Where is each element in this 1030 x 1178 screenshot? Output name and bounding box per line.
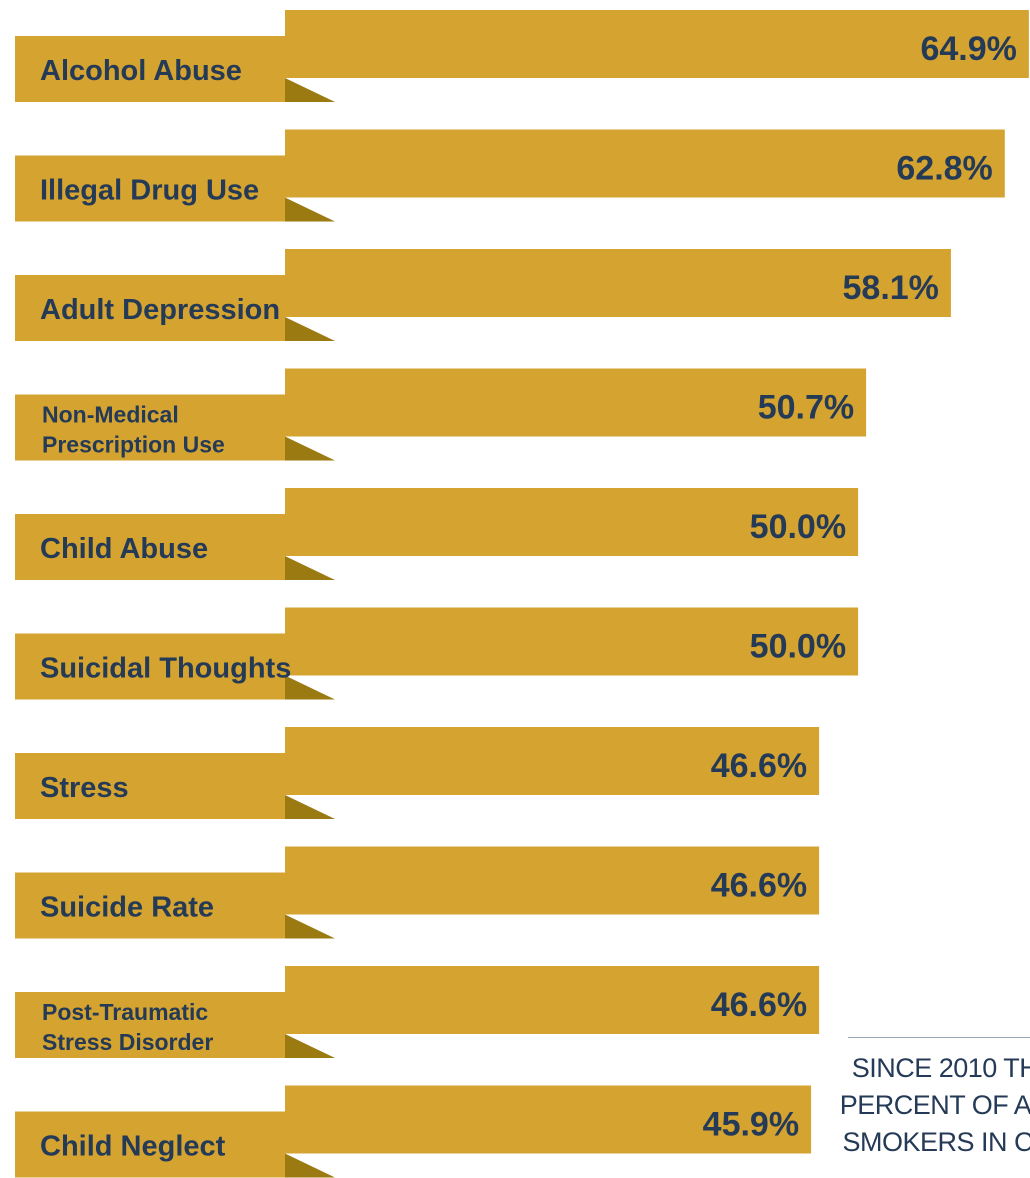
bar-row: Non-Medical Prescription Use 50.7% [15,368,867,461]
bar-value-label: 50.0% [750,508,846,546]
bar-value-label: 50.0% [750,628,846,666]
bar [285,607,859,676]
bar [285,727,820,795]
bar-fold [285,78,335,102]
bar-label-tab [15,275,285,341]
bar-value-label: 46.6% [711,986,807,1024]
bar-label: Stress Disorder [42,1029,213,1055]
bar [285,488,859,556]
bar-label: Non-Medical [42,402,179,428]
bar-value-label: 46.6% [711,867,807,905]
bar [285,129,1005,198]
bar-label: Adult Depression [40,294,280,326]
bar-label-tab [15,36,285,102]
annotation-divider [848,1037,1030,1038]
bar-fold [285,795,335,819]
annotation-line-2: PERCENT OF AD [839,1090,1030,1120]
bar [285,10,1029,78]
bar-label: Prescription Use [42,432,225,458]
bar-row: Illegal Drug Use 62.8% [15,129,1005,222]
bar-label-tab [15,1111,285,1178]
bar-label: Post-Traumatic [42,999,208,1025]
bar-value-label: 45.9% [703,1106,799,1144]
bar-label: Alcohol Abuse [40,55,242,87]
bar-label-tab [15,753,285,819]
bar-label: Child Neglect [40,1131,226,1163]
bar-label-tab [15,394,285,461]
bar-row: Child Abuse 50.0% [15,488,859,580]
bar-label: Stress [40,772,129,804]
bars-group: Alcohol Abuse 64.9% Illegal Drug Use 62.8% A… [15,10,1029,1178]
bar [285,249,951,317]
annotation-text: SINCE 2010 TH PERCENT OF AD SMOKERS IN C… [800,1050,1030,1161]
bar-label: Child Abuse [40,533,208,565]
bar-label-tab [15,633,285,700]
bar-fold [285,556,335,580]
bar-row: Child Neglect 45.9% [15,1085,812,1178]
bar-fold [285,197,335,222]
bar-label: Suicide Rate [40,892,214,924]
bar-value-label: 46.6% [711,747,807,785]
bar-value-label: 58.1% [843,269,939,307]
bar [285,368,867,437]
annotation-line-3: SMOKERS IN CL [842,1127,1030,1157]
bar-row: Adult Depression 58.1% [15,249,951,341]
bar-fold [285,436,335,461]
annotation-line-1: SINCE 2010 TH [851,1053,1030,1083]
bar [285,966,820,1034]
bar-fold [285,914,335,939]
bar-row: Stress 46.6% [15,727,820,819]
bar-label: Illegal Drug Use [40,175,259,207]
bar-label: Suicidal Thoughts [40,653,291,685]
bar-value-label: 64.9% [920,30,1016,68]
bar-label-tab [15,155,285,222]
bar-fold [285,675,335,700]
bar-label-tab [15,872,285,939]
bar [285,1085,812,1154]
bar-fold [285,1153,335,1178]
bar-value-label: 50.7% [758,389,854,427]
bar-fold [285,1034,335,1058]
bar-row: Suicide Rate 46.6% [15,846,820,939]
bar-row: Post-Traumatic Stress Disorder 46.6% [15,966,820,1058]
bar-label-tab [15,514,285,580]
bar [285,846,820,915]
bar-row: Suicidal Thoughts 50.0% [15,607,859,700]
bar-label-tab [15,992,285,1058]
bar-fold [285,317,335,341]
bar-row: Alcohol Abuse 64.9% [15,10,1029,102]
bar-value-label: 62.8% [896,150,992,188]
